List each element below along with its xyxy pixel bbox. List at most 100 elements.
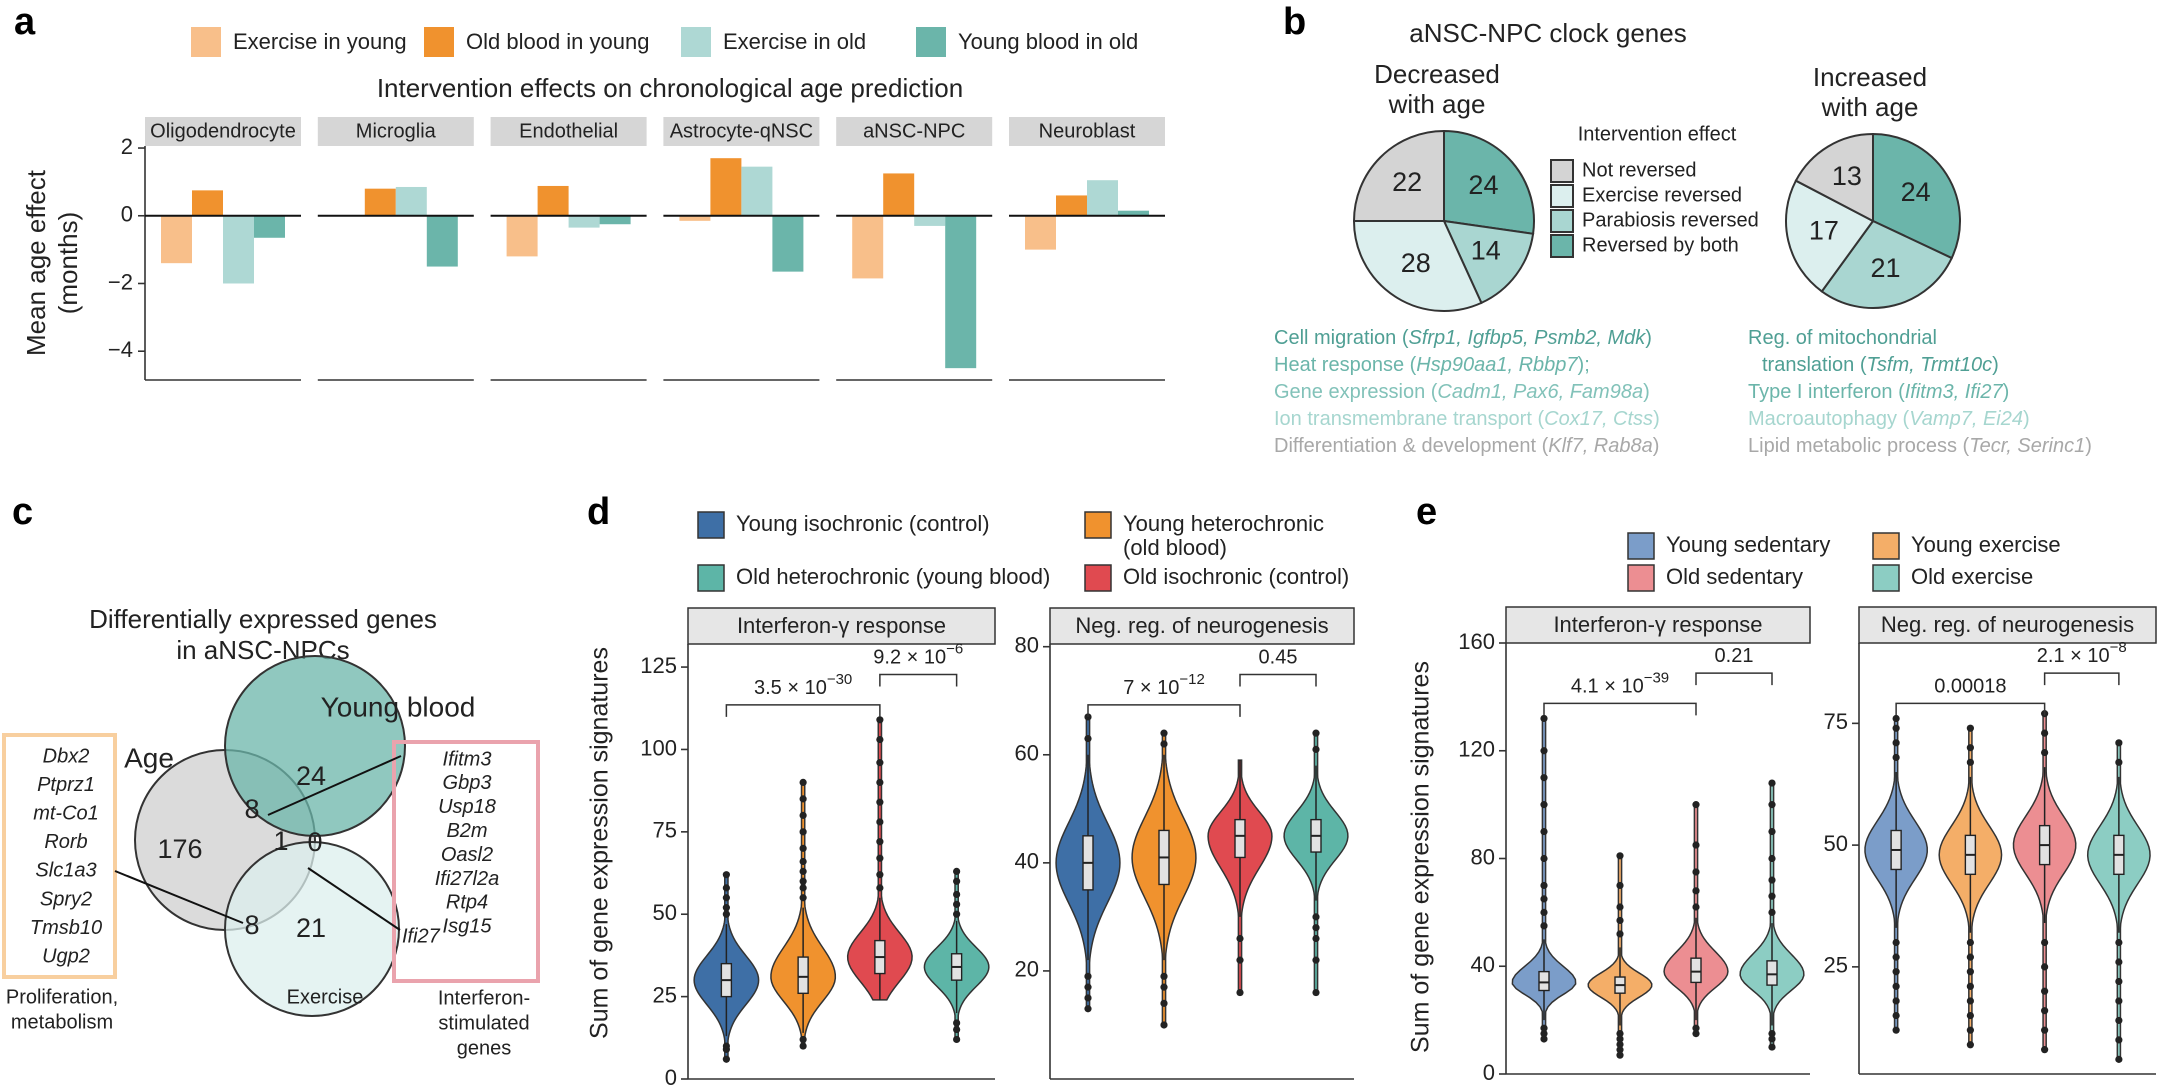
p-value: 2.1 × 10−8 (2037, 639, 2127, 667)
bar (599, 215, 631, 225)
outlier (1768, 854, 1776, 863)
legend-label: Young exercise (1911, 532, 2061, 557)
y-tick-label: 25 (653, 982, 677, 1007)
legend-swatch (424, 27, 454, 57)
connector (307, 867, 401, 931)
pie-slice (1442, 219, 1535, 305)
y-tick-label: 75 (1824, 709, 1848, 734)
outlier (1236, 956, 1244, 964)
facet-strip (1505, 606, 1811, 644)
bar (364, 188, 396, 216)
legend-label: Young sedentary (1666, 532, 1830, 557)
outlier (1892, 714, 1900, 723)
callout: Ifi27 (402, 925, 441, 947)
facet-strip (490, 117, 647, 146)
outlier (1540, 1029, 1548, 1038)
outlier (1966, 982, 1974, 990)
annotation-genes: Sfrp1, Igfbp5, Psmb2, Mdk (1408, 327, 1646, 349)
outlier (2115, 1055, 2123, 1063)
y-tick-label: 0 (665, 1065, 677, 1088)
bar (1087, 180, 1118, 216)
box-caption: genes (457, 1037, 512, 1059)
facet-title: Neg. reg. of neurogenesis (1075, 613, 1328, 638)
outlier (1236, 934, 1244, 943)
legend-label: Young heterochronic (1123, 511, 1324, 536)
y-tick-label: −2 (108, 269, 133, 294)
bracket (1087, 704, 1241, 717)
pie-title: Increased (1813, 62, 1927, 92)
bar (506, 215, 538, 257)
outlier (799, 867, 807, 875)
bar (395, 186, 427, 216)
chart-title: aNSC-NPC clock genes (1409, 18, 1686, 48)
p-value-exponent: −6 (946, 640, 963, 657)
outlier (1966, 938, 1974, 947)
gene: Ifitm3 (443, 748, 492, 770)
annotation-genes: Tsfm, Trmt10c (1867, 354, 1993, 376)
annotation-text: Differentiation & development ( (1274, 435, 1549, 457)
facet-strip (1858, 606, 2157, 644)
y-axis-label: Mean age effect (21, 169, 51, 356)
outlier (1540, 714, 1548, 723)
chart-title: Intervention effects on chronological ag… (377, 73, 963, 103)
box (1766, 960, 1778, 986)
annotation-end: ); (1578, 354, 1590, 376)
outlier (1692, 1024, 1700, 1032)
outlier (1160, 999, 1168, 1007)
annotation-text: Heat response ( (1274, 354, 1417, 376)
annotation: Differentiation & development (Klf7, Rab… (1274, 435, 1659, 457)
outlier (1616, 903, 1624, 911)
y-tick-label: 75 (653, 818, 677, 843)
legend-label: Young blood in old (958, 29, 1138, 54)
box (797, 956, 809, 995)
slice-label: 17 (1809, 216, 1839, 246)
bar (161, 215, 192, 264)
y-tick-label: 0 (1483, 1060, 1495, 1085)
annotation-genes: Cox17, Ctss (1544, 408, 1653, 430)
y-tick-label: 50 (653, 900, 677, 925)
outlier (1966, 997, 1974, 1005)
slice-label: 28 (1401, 248, 1431, 278)
legend-swatch (1084, 511, 1112, 539)
y-axis-label: Sum of gene expression signatures (586, 647, 614, 1039)
venn-circle (224, 655, 406, 837)
p-value-base: 7 × 10 (1123, 677, 1179, 699)
outlier (1084, 713, 1092, 721)
p-value-exponent: −30 (827, 671, 852, 688)
outlier (1692, 868, 1700, 876)
outlier (1312, 988, 1320, 997)
facet-strip (1009, 117, 1165, 146)
slice-label: 24 (1901, 177, 1931, 207)
facet-strip (317, 117, 474, 146)
gene: Isg15 (443, 916, 493, 938)
outlier (953, 1025, 961, 1034)
slice-label: 21 (1871, 253, 1901, 283)
p-value-base: 2.1 × 10 (2037, 645, 2110, 667)
legend-swatch (191, 27, 221, 57)
bracket (2043, 672, 2120, 686)
outlier (1312, 913, 1320, 921)
connector (267, 755, 402, 816)
facet-title: Microglia (356, 120, 437, 142)
annotation: Heat response (Hsp90aa1, Rbbp7); (1274, 354, 1590, 376)
legend-swatch (1627, 532, 1655, 560)
gene: Tmsb10 (30, 917, 102, 939)
outlier (1966, 724, 1974, 732)
annotation-text: Reg. of mitochondrial (1748, 327, 1937, 349)
outlier (1892, 1026, 1900, 1034)
p-value-base: 3.5 × 10 (754, 677, 827, 699)
annotation-end: ) (1653, 435, 1660, 457)
y-tick-label: 2 (121, 134, 133, 159)
annotation: Macroautophagy (Vamp7, Ei24) (1748, 408, 2030, 430)
outlier (1312, 924, 1320, 932)
facet-title: Neuroblast (1039, 120, 1136, 142)
bar (1118, 210, 1149, 216)
outlier (1540, 895, 1548, 903)
outlier (1160, 1021, 1168, 1029)
outlier (2115, 758, 2123, 766)
outlier (953, 900, 961, 908)
outlier (1160, 972, 1168, 980)
outlier (1892, 982, 1900, 990)
outlier (722, 894, 730, 902)
outlier (1892, 953, 1900, 961)
